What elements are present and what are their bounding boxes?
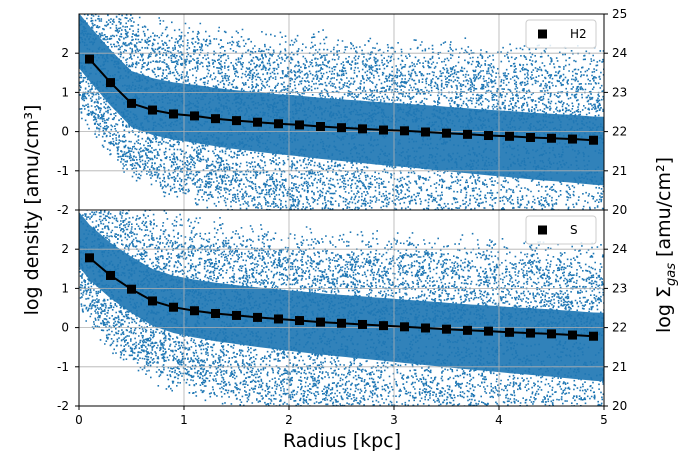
profile-point: [505, 131, 514, 141]
profile-point: [526, 328, 535, 338]
profile-point: [547, 133, 556, 143]
profile-point: [148, 105, 157, 115]
y-tick-label-right: 22: [612, 321, 627, 335]
profile-point: [316, 317, 325, 327]
profile-point: [169, 109, 178, 119]
profile-point: [190, 111, 199, 121]
profile-point: [358, 319, 367, 329]
legend-label: H2: [570, 27, 587, 41]
profile-point: [463, 325, 472, 335]
legend-box: [525, 19, 597, 49]
x-tick-label: 5: [600, 413, 608, 427]
y-tick-label-left: 1: [61, 281, 69, 295]
y-tick-label-left: 0: [61, 321, 69, 335]
profile-point: [169, 302, 178, 312]
profile-point: [253, 312, 262, 322]
y-tick-label-left: -1: [57, 164, 69, 178]
profile-point: [526, 132, 535, 142]
grid: [79, 14, 604, 210]
y-tick-label-left: -2: [57, 203, 69, 217]
profile-point: [379, 321, 388, 331]
profile-point: [547, 329, 556, 339]
profile-point: [400, 322, 409, 332]
profile-point: [106, 78, 115, 88]
legend: S: [525, 215, 597, 245]
profile-point: [589, 135, 598, 145]
x-tick-label: 0: [75, 413, 83, 427]
y-tick-label-left: 2: [61, 242, 69, 256]
y-right-prefix: log Σ: [653, 286, 675, 333]
profile-point: [148, 296, 157, 306]
y-right-suffix: [amu/cm²]: [653, 157, 675, 263]
profile-point: [358, 124, 367, 134]
legend-box: [525, 215, 597, 245]
y-tick-label-right: 24: [612, 46, 627, 60]
y-tick-label-left: -2: [57, 399, 69, 413]
y-tick-label-right: 21: [612, 164, 627, 178]
profile-point: [421, 127, 430, 137]
x-tick-label: 3: [390, 413, 398, 427]
y-tick-label-right: 21: [612, 360, 627, 374]
scatter-dense-band: [79, 14, 604, 186]
legend-label: S: [570, 223, 578, 237]
y-tick-label-left: 1: [61, 85, 69, 99]
profile-point: [337, 318, 346, 328]
legend-marker: [538, 29, 547, 39]
profile-point: [568, 330, 577, 340]
y-tick-label-right: 23: [612, 281, 627, 295]
profile-point: [190, 306, 199, 316]
scatter-dense-band: [79, 210, 604, 382]
y-axis-label-left: log density [amu/cm³]: [21, 105, 43, 316]
profile-point: [85, 54, 94, 64]
x-tick-label: 1: [180, 413, 188, 427]
y-tick-label-right: 24: [612, 242, 627, 256]
profile-point: [127, 284, 136, 294]
y-tick-label-left: -1: [57, 360, 69, 374]
x-tick-label: 2: [285, 413, 293, 427]
profile-point: [505, 327, 514, 337]
y-tick-label-right: 22: [612, 125, 627, 139]
profile-point: [253, 117, 262, 127]
profile-point: [274, 314, 283, 324]
profile-point: [463, 129, 472, 139]
profile-point: [295, 316, 304, 326]
y-tick-label-left: 2: [61, 46, 69, 60]
profile-point: [211, 308, 220, 318]
profile-point: [274, 119, 283, 129]
y-axis-label-right: log Σgas [amu/cm²]: [653, 157, 679, 333]
legend-marker: [538, 225, 547, 235]
scatter-cloud: [79, 210, 604, 406]
profile-point: [484, 326, 493, 336]
profile-point: [127, 98, 136, 108]
y-tick-label-right: 20: [612, 399, 627, 413]
profile-point: [442, 128, 451, 138]
profile-point: [106, 270, 115, 280]
profile-point: [211, 114, 220, 124]
profile-point: [232, 116, 241, 126]
profile-point: [316, 122, 325, 132]
profile-point: [568, 134, 577, 144]
y-tick-label-left: 0: [61, 125, 69, 139]
top-panel: -2 -1 0 1 2 20 21 22 23 24 25 H2: [57, 7, 627, 217]
axes-frame: [78, 209, 605, 407]
profile-point: [85, 253, 94, 263]
legend: H2: [525, 19, 597, 49]
y-tick-label-right: 23: [612, 85, 627, 99]
profile-point: [337, 123, 346, 133]
profile-point: [484, 131, 493, 141]
profile-point: [232, 310, 241, 320]
x-axis-label: Radius [kpc]: [283, 430, 401, 452]
profile-point: [442, 324, 451, 334]
y-right-subscript: gas: [664, 263, 679, 286]
y-tick-label-right: 25: [612, 7, 627, 21]
profile-point: [421, 323, 430, 333]
x-tick-label: 4: [495, 413, 503, 427]
profile-point: [589, 331, 598, 341]
profile-point: [379, 125, 388, 135]
profile-point: [400, 126, 409, 136]
profile-point: [295, 120, 304, 130]
y-tick-label-right: 20: [612, 203, 627, 217]
